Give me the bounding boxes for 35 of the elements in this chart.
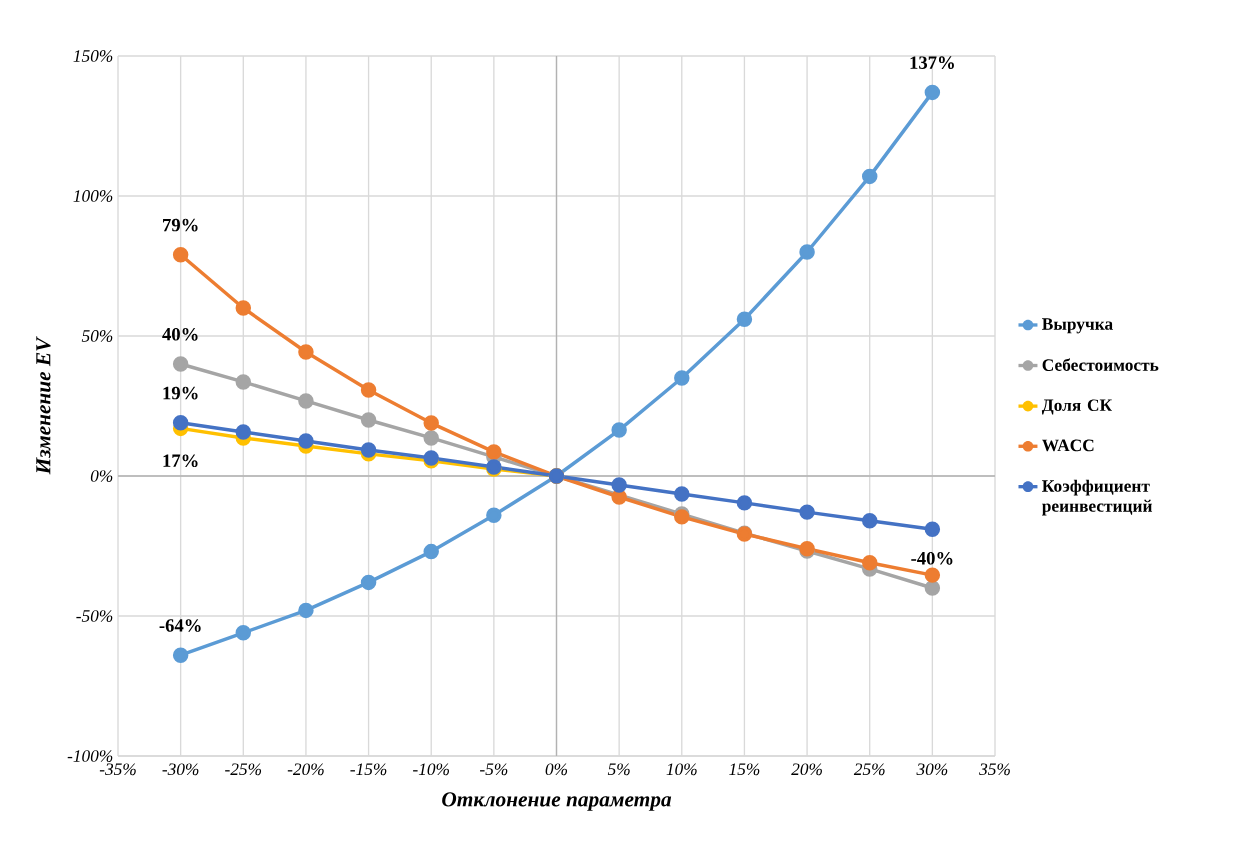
data-label: -64% [159, 619, 201, 632]
y-tick-label: -100% [67, 750, 113, 762]
data-label: -40% [911, 551, 953, 565]
x-tick-label: 0% [545, 763, 568, 776]
x-tick-label: -15% [350, 763, 387, 776]
y-tick-label: 150% [73, 50, 113, 62]
data-label: 40% [162, 327, 198, 341]
y-tick-label: 100% [73, 190, 113, 202]
x-tick-label: 15% [729, 763, 760, 776]
x-tick-label: -25% [225, 763, 262, 776]
x-tick-label: -20% [287, 763, 324, 776]
y-tick-label: 50% [81, 330, 113, 342]
y-tick-label: -50% [76, 610, 113, 622]
data-label: 17% [163, 454, 198, 468]
legend-label: Выручка [1042, 318, 1113, 334]
legend-label: WACC [1042, 439, 1094, 452]
x-tick-label: -5% [480, 763, 508, 776]
legend-label: Себестоимость [1042, 358, 1159, 371]
x-tick-label: -10% [413, 763, 449, 776]
x-tick-label: -30% [162, 763, 199, 776]
x-tick-label: 35% [979, 763, 1010, 776]
data-label: 19% [163, 386, 198, 400]
data-label: 137% [910, 56, 954, 70]
legend-label: Коэффициент реинвестиций [1042, 479, 1153, 516]
x-tick-label: 25% [853, 763, 885, 776]
legend-label: Доля СК [1041, 399, 1112, 415]
x-tick-label: -35% [99, 763, 136, 776]
y-tick-label: 0% [90, 470, 113, 482]
x-axis-title: Отклонение параметра [442, 792, 672, 811]
x-tick-label: 30% [916, 763, 948, 776]
x-tick-label: 20% [791, 763, 822, 776]
data-label: 79% [163, 218, 198, 232]
y-axis-title: Изменение EV [36, 336, 51, 475]
x-tick-label: 10% [666, 763, 697, 776]
x-tick-label: 5% [607, 763, 630, 776]
